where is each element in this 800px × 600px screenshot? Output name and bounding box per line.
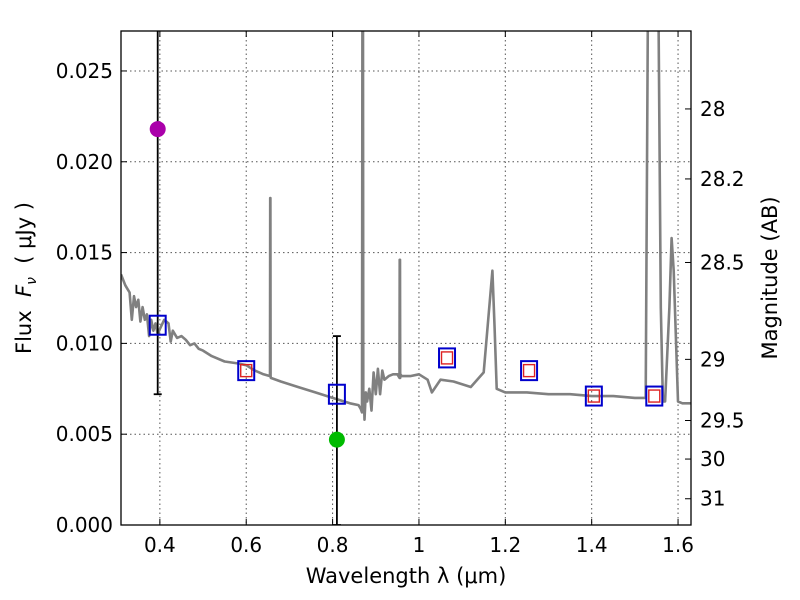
y-tick-label: 0.025	[56, 59, 113, 83]
y-axis-label-subscript: ν	[24, 277, 40, 285]
observed-point	[149, 121, 166, 138]
y-axis-label-suffix: ( μJy )	[12, 202, 36, 277]
observed-photometry-square	[648, 389, 661, 403]
y-axis-label: Flux Fν ( μJy )	[12, 202, 40, 354]
model-photometry-square	[520, 360, 539, 382]
plot-area	[121, 31, 691, 525]
y-tick-labels: 0.000 0.005 0.010 0.015 0.020 0.025	[56, 59, 113, 537]
y2-axis-label: Magnitude (AB)	[758, 196, 782, 359]
x-tick-label: 1	[413, 533, 426, 557]
y-tick-label: 0.005	[56, 422, 113, 446]
y-axis-label-prefix: Flux	[12, 297, 36, 354]
model-photometry-square	[584, 385, 603, 407]
grid-lines	[121, 31, 691, 526]
x-tick-label: 1.6	[662, 533, 694, 557]
y2-tick-label: 31	[700, 487, 725, 511]
y-tick-label: 0.020	[56, 150, 113, 174]
observed-photometry-square	[240, 363, 253, 378]
observed-point	[328, 431, 345, 448]
model-photometry-square	[438, 347, 457, 369]
plot-frame	[120, 30, 692, 526]
observed-photometry-square	[522, 363, 536, 378]
y-axis-label-symbol: F	[12, 284, 36, 297]
x-tick-label: 1.2	[489, 533, 521, 557]
model-photometry-square	[327, 383, 346, 405]
y2-tick-label: 29	[700, 347, 725, 371]
y-tick-label: 0.010	[56, 331, 113, 355]
observed-photometry-square	[587, 389, 601, 403]
model-photometry-square	[645, 385, 664, 407]
sed-model-line	[121, 31, 691, 422]
x-tick-label: 0.4	[144, 533, 176, 557]
y2-tick-label: 28.2	[700, 167, 745, 191]
y2-tick-labels: 28 28.2 28.5 29 29.5 30 31	[700, 97, 745, 511]
x-axis-label: Wavelength λ (μm)	[306, 564, 507, 588]
y-tick-label: 0.015	[56, 241, 113, 265]
y2-tick-label: 28.5	[700, 250, 745, 274]
model-photometry-square	[148, 314, 167, 336]
y2-tick-label: 30	[700, 447, 725, 471]
axis-ticks	[121, 31, 691, 526]
x-tick-labels: 0.4 0.6 0.8 1 1.2 1.4 1.6	[144, 533, 694, 557]
x-tick-label: 0.8	[317, 533, 349, 557]
observed-photometry-square	[440, 351, 454, 365]
y2-tick-label: 29.5	[700, 408, 745, 432]
model-photometry-square	[237, 360, 256, 382]
x-tick-label: 0.6	[230, 533, 262, 557]
y2-tick-label: 28	[700, 97, 725, 121]
y-tick-label: 0.000	[56, 513, 113, 537]
x-tick-label: 1.4	[576, 533, 608, 557]
